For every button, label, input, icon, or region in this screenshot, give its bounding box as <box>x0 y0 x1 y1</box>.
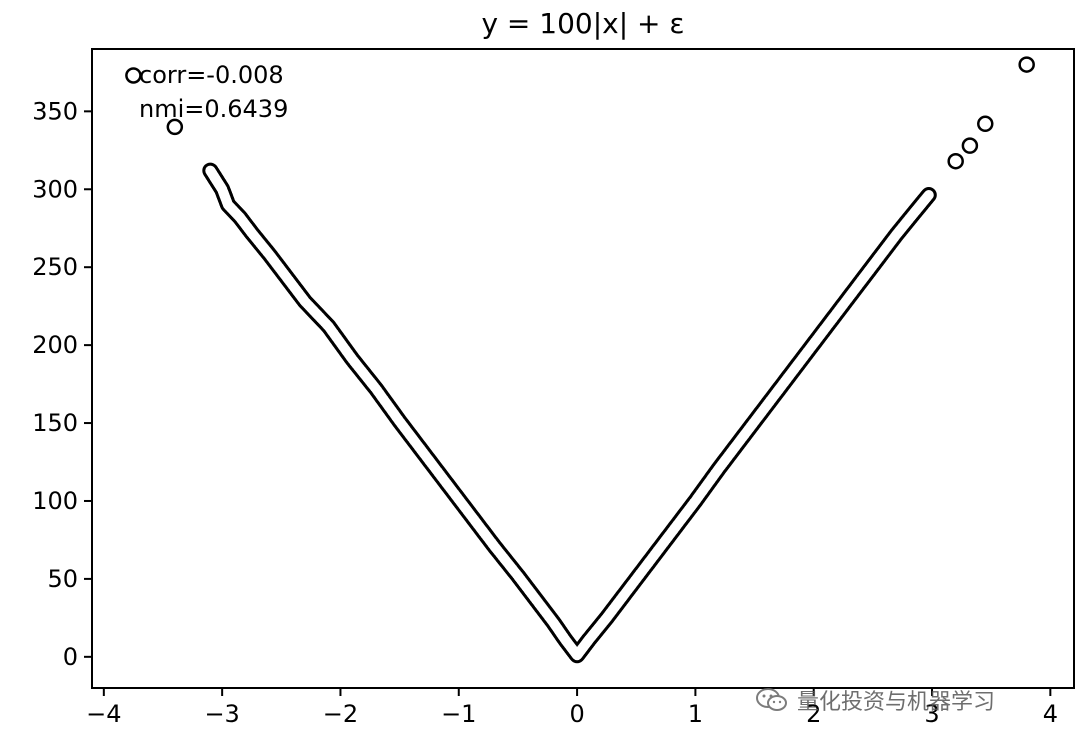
x-tick-label: 2 <box>806 700 821 728</box>
watermark: 量化投资与机器学习 <box>755 684 995 716</box>
y-tick-label: 100 <box>32 487 78 515</box>
corr-annotation: corr=-0.008 <box>139 61 284 89</box>
y-tick-label: 300 <box>32 175 78 203</box>
y-tick-label: 150 <box>32 409 78 437</box>
data-point <box>961 137 979 154</box>
data-point <box>977 115 994 133</box>
data-point-fill <box>923 189 934 200</box>
x-tick-label: 4 <box>1043 700 1058 728</box>
x-tick-label: −4 <box>86 700 121 728</box>
y-tick-label: 200 <box>32 331 78 359</box>
x-tick-label: 3 <box>924 700 939 728</box>
x-tick-label: 1 <box>688 700 703 728</box>
data-point <box>947 152 964 170</box>
data-points <box>125 56 1035 664</box>
x-tick-label: 0 <box>569 700 584 728</box>
y-tick-label: 350 <box>32 97 78 125</box>
data-point <box>166 118 184 136</box>
nmi-annotation: nmi=0.6439 <box>139 95 288 123</box>
chart-title: y = 100|x| + ε <box>481 7 684 40</box>
plot-frame <box>91 48 1075 689</box>
data-point <box>125 67 142 84</box>
y-axis: 0 50 100 150 200 250 300 350 <box>32 97 92 671</box>
x-axis: −4 −3 −2 −1 0 1 2 3 4 <box>86 688 1058 728</box>
data-point <box>1018 56 1035 73</box>
watermark-text: 量化投资与机器学习 <box>797 690 996 715</box>
y-tick-label: 250 <box>32 253 78 281</box>
y-tick-label: 50 <box>47 565 78 593</box>
x-tick-label: −1 <box>441 700 476 728</box>
x-tick-label: −2 <box>323 700 358 728</box>
wechat-icon <box>756 688 787 711</box>
x-tick-label: −3 <box>204 700 239 728</box>
y-tick-label: 0 <box>63 643 78 671</box>
